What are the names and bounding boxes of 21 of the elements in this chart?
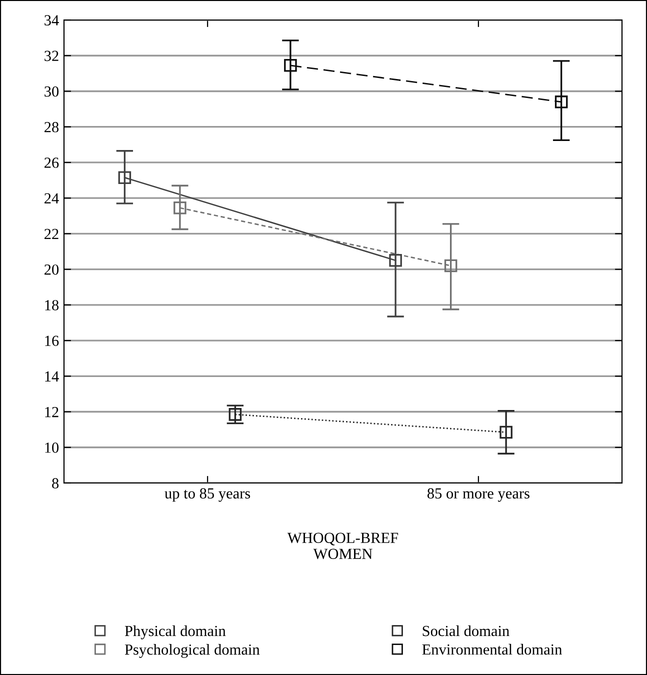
- y-tick-label: 20: [44, 264, 59, 275]
- y-tick-label: 12: [45, 406, 58, 418]
- y-tick-label: 34: [44, 15, 59, 26]
- y-tick-label: 30: [44, 86, 59, 97]
- legend-label: Social domain: [422, 625, 510, 636]
- y-tick-label: 16: [45, 336, 59, 346]
- legend-label: Physical domain: [124, 625, 226, 640]
- y-tick-label: 14: [45, 371, 59, 382]
- y-tick-label: 18: [45, 300, 59, 310]
- y-tick-label: 22: [44, 228, 58, 239]
- x-tick-label: up to 85 years: [164, 488, 250, 502]
- x-tick-label: 85 or more years: [427, 488, 530, 502]
- legend-label: Environmental domain: [422, 644, 562, 655]
- y-tick-label: 8: [52, 478, 59, 488]
- x-axis-title: WHOQOL-BREF WOMEN: [287, 532, 398, 560]
- legend-label: Psychological domain: [124, 644, 260, 658]
- y-tick-label: 32: [44, 50, 58, 62]
- y-tick-label: 26: [44, 158, 59, 168]
- y-tick-label: 24: [44, 193, 59, 204]
- y-tick-label: 28: [44, 122, 59, 132]
- y-tick-label: 10: [45, 442, 59, 453]
